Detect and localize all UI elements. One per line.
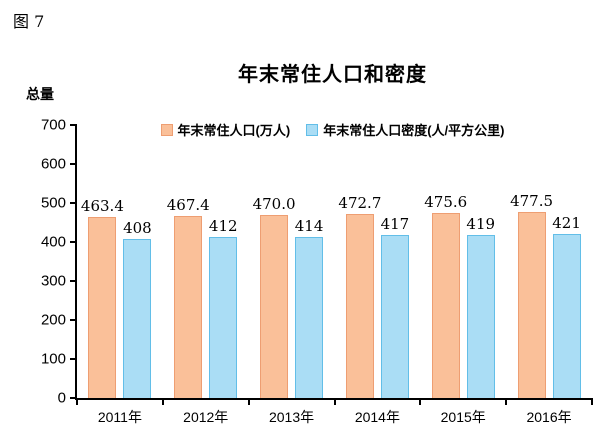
density-value-label: 419 <box>466 214 496 233</box>
population-swatch-icon <box>160 123 173 136</box>
bar-group: 470.0 414 <box>249 125 335 398</box>
density-bar: 419 <box>466 215 495 398</box>
x-axis-category-label: 2011年 <box>97 409 142 425</box>
density-bar: 408 <box>123 219 152 398</box>
y-axis-tick <box>70 319 77 321</box>
x-axis-category-label: 2015年 <box>440 409 486 425</box>
y-axis-tick-label: 700 <box>40 116 66 134</box>
x-axis-tick <box>591 398 593 405</box>
bar-group: 472.7 417 <box>334 125 420 398</box>
x-axis-tick <box>247 398 250 405</box>
y-axis-tick-label: 200 <box>40 311 66 329</box>
chart-title: 年末常住人口和密度 <box>238 64 427 86</box>
figure-label: 图 7 <box>13 12 45 31</box>
population-value-label: 477.5 <box>510 191 554 210</box>
population-bar: 463.4 <box>81 197 124 398</box>
population-bar: 477.5 <box>510 192 553 398</box>
x-axis-tick <box>505 398 508 405</box>
bar-group: 467.4 412 <box>163 125 249 398</box>
y-axis-tick <box>70 397 77 399</box>
density-value-label: 412 <box>208 217 238 236</box>
y-axis-title: 总量 <box>26 86 54 102</box>
density-bar: 414 <box>295 217 323 398</box>
y-axis-tick <box>70 163 77 165</box>
density-value-label: 417 <box>380 215 410 234</box>
y-axis-tick <box>70 124 77 126</box>
x-axis-category-label: 2016年 <box>526 409 572 425</box>
x-axis-tick <box>76 398 78 405</box>
population-value-label: 475.6 <box>424 192 468 211</box>
y-axis-tick-label: 300 <box>40 272 66 290</box>
plot-area: 463.4 408 467.4 412 470.0 414 472.7 417 475.6 419… <box>41 117 593 425</box>
y-axis-tick-label: 0 <box>57 389 66 407</box>
bar-group: 477.5 421 <box>506 125 592 398</box>
bar-group: 475.6 419 <box>420 125 506 398</box>
x-axis-category-label: 2014年 <box>354 409 400 425</box>
density-swatch-icon <box>306 123 319 136</box>
population-value-label: 463.4 <box>80 197 124 216</box>
x-axis-tick <box>419 398 422 405</box>
y-axis-tick-label: 600 <box>40 155 66 173</box>
density-value-label: 414 <box>294 216 324 235</box>
bar-group: 463.4 408 <box>77 125 163 398</box>
population-bar: 470.0 <box>253 195 296 398</box>
bar-groups: 463.4 408 467.4 412 470.0 414 472.7 417 475.6 419… <box>77 125 592 398</box>
legend-label-density: 年末常住人口密度(人/平方公里) <box>323 123 505 138</box>
density-bar: 417 <box>381 215 409 398</box>
population-bar: 475.6 <box>424 193 467 398</box>
population-bar: 467.4 <box>167 196 210 398</box>
density-bar: 421 <box>552 214 581 398</box>
y-axis-tick <box>70 241 77 243</box>
legend: 年末常住人口(万人) 年末常住人口密度(人/平方公里) <box>75 120 590 139</box>
y-axis-tick <box>70 358 77 360</box>
legend-item-population: 年末常住人口(万人) <box>160 120 291 139</box>
density-value-label: 421 <box>552 213 581 232</box>
y-axis-tick <box>70 280 77 282</box>
legend-label-population: 年末常住人口(万人) <box>177 123 291 138</box>
y-axis-tick <box>70 202 77 204</box>
population-bar: 472.7 <box>338 194 381 398</box>
y-axis-tick-label: 100 <box>40 350 66 368</box>
legend-item-density: 年末常住人口密度(人/平方公里) <box>306 120 504 139</box>
y-axis-tick-label: 500 <box>40 194 66 212</box>
x-axis-category-label: 2013年 <box>268 409 315 425</box>
population-value-label: 472.7 <box>338 193 382 212</box>
density-value-label: 408 <box>123 218 152 237</box>
population-value-label: 470.0 <box>252 194 296 213</box>
x-axis-tick <box>161 398 164 405</box>
density-bar: 412 <box>209 217 238 398</box>
x-axis-category-label: 2012年 <box>183 409 229 425</box>
x-axis-tick <box>333 398 336 405</box>
population-value-label: 467.4 <box>166 195 210 214</box>
y-axis-tick-label: 400 <box>40 233 66 251</box>
x-axis-labels: 2011年 2012年 2013年 2014年 2015年 2016年 <box>77 407 592 427</box>
